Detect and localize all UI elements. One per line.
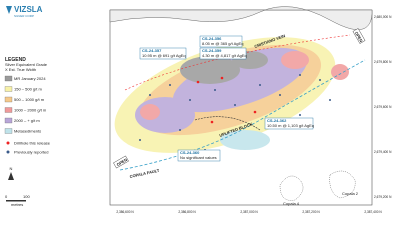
legend-item-label: 1000 – 2000 g/t m [14, 108, 47, 113]
mr-zone [180, 56, 240, 84]
copala-2-label: Copala 2 [342, 191, 359, 196]
open-label: OPEN [116, 157, 128, 167]
drillhole [329, 99, 331, 101]
legend-item-label: 150 – 500 g/t m [14, 87, 42, 92]
callout-box [177, 149, 221, 162]
callout-result: 10.50 m @ 1,103 g/t AgEq [267, 123, 314, 128]
copala-4-label: Copala 4 [283, 201, 300, 206]
legend-symbol-label: Previously reported [14, 150, 48, 155]
scale-unit: metres [11, 202, 23, 207]
drillhole [234, 104, 236, 106]
topography [109, 6, 373, 30]
easting-label: 2,387,200 N [302, 210, 320, 214]
easting-label: 2,386,800 N [178, 210, 196, 214]
drillhole-new [196, 80, 200, 84]
logo-mark [6, 6, 12, 14]
legend-title: LEGEND [5, 57, 26, 63]
callout-result: 4.30 m @ 4,817 g/t AgEq [202, 53, 247, 58]
legend-swatch [4, 75, 13, 82]
northing-label: 2,679,400 N [374, 150, 392, 154]
coordinates: 2,386,600 N 2,386,800 N 2,387,000 N 2,387,2… [116, 15, 392, 214]
scale-end: 100 [23, 194, 30, 199]
vein-trace [124, 34, 351, 91]
callout-result: No significant values [180, 155, 217, 160]
open-arrow [352, 28, 366, 44]
drillhole-new [220, 76, 224, 80]
zone-1000 [140, 104, 160, 120]
legend-item-label: MR January 2024 [14, 76, 46, 81]
easting-label: 2,387,400 N [364, 210, 382, 214]
callout-hole: CS-24-359 [202, 48, 222, 53]
legend-swatch [4, 86, 13, 92]
callout-box [199, 35, 243, 48]
grade-zones [114, 37, 349, 153]
drillhole [299, 74, 301, 76]
legend-items: MR January 2024 150 – 500 g/t m 500 – 1000… [4, 75, 47, 134]
zone-2000 [172, 47, 308, 113]
north-label: N [10, 166, 13, 171]
drillhole [189, 99, 191, 101]
drillhole [214, 89, 216, 91]
callout-box [199, 47, 247, 60]
callout-hole: CS-24-360 [180, 150, 200, 155]
legend-item-label: 2000 – + g/t m [14, 118, 40, 123]
drillhole [299, 114, 301, 116]
drillhole-new [253, 110, 257, 114]
legend-box [3, 56, 106, 168]
north-arrow [8, 172, 14, 180]
open-arrow [113, 155, 129, 169]
callout-box [264, 117, 314, 130]
zone-1000 [281, 51, 309, 69]
callout-hole: CS-24-357 [142, 48, 162, 53]
northing-label: 2,679,600 N [374, 105, 392, 109]
legend-swatch [4, 117, 13, 124]
legend-note: X Est. True Width [5, 67, 36, 72]
callout-hole: CS-24-356 [202, 36, 222, 41]
callout-result: 8.05 m @ 365 g/t AgEq [202, 41, 243, 46]
easting-label: 2,387,000 N [240, 210, 258, 214]
scale-bar [6, 200, 26, 202]
fault-label: COPALA FAULT [129, 168, 160, 179]
drillhole [179, 129, 181, 131]
open-label: OPEN [354, 31, 364, 43]
legend-swatch [4, 107, 13, 113]
callout-hole: CS-24-362 [267, 118, 287, 123]
legend-swatch [4, 128, 13, 134]
copala-2-outline [329, 170, 356, 199]
scale-zero: 0 [5, 194, 8, 199]
drillhole [319, 79, 321, 81]
drillhole [169, 84, 171, 86]
legend-swatch [4, 96, 13, 103]
legend-symbol-label: Drillhole this release [14, 141, 51, 146]
drillhole [259, 84, 261, 86]
legend-item-label: 500 – 1000 g/t m [14, 97, 45, 102]
callout-result: 10.95 m @ 691 g/t AgEq [142, 53, 186, 58]
easting-label: 2,386,600 N [116, 210, 134, 214]
legend-item-label: Metasediments [14, 129, 41, 134]
drillhole [279, 94, 281, 96]
legend-symbol [6, 150, 10, 154]
metasediments [220, 130, 270, 150]
northing-label: 2,680,000 N [374, 15, 392, 19]
drillhole-new [210, 120, 214, 124]
drillhole [149, 94, 151, 96]
legend-subtitle: Silver Equivalent Grade [5, 62, 48, 67]
map: VIZSLA SILVER CORP Copala 4 Copala 2 [3, 5, 393, 214]
zone-1000 [331, 64, 349, 80]
legend-symbol [6, 141, 10, 145]
drillhole [139, 139, 141, 141]
logo-tagline: SILVER CORP [14, 14, 34, 18]
northing-label: 2,679,800 N [374, 60, 392, 64]
drillholes [139, 74, 331, 151]
northing-label: 2,679,200 N [374, 195, 392, 199]
logo-name: VIZSLA [14, 5, 43, 14]
uplifted-block-boundary [194, 116, 261, 131]
callouts: CS-24-356 8.05 m @ 365 g/t AgEq CS-24-35… [139, 35, 314, 162]
callout-box [139, 47, 187, 60]
